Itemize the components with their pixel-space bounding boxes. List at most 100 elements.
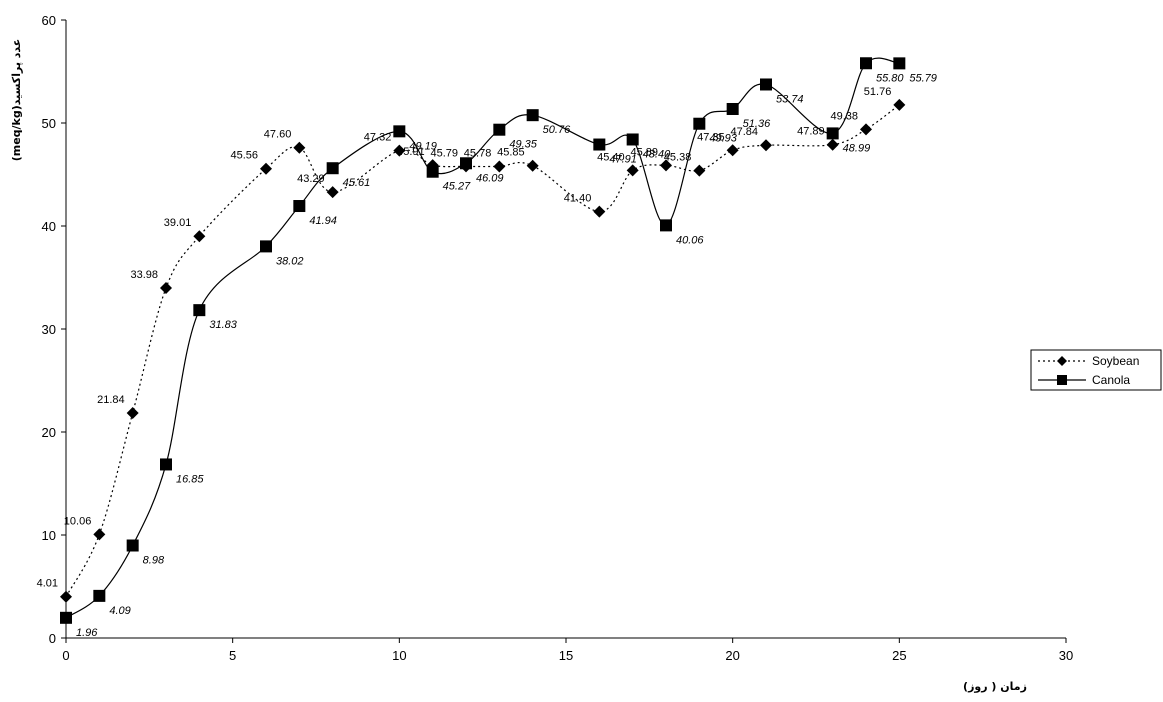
data-label: 45.40: [597, 151, 625, 163]
x-tick-label: 25: [892, 648, 906, 663]
data-label: 31.83: [209, 319, 237, 331]
data-label: 51.36: [743, 118, 771, 130]
data-label: 51.76: [864, 86, 892, 98]
data-point: [860, 57, 872, 70]
series-canola: [60, 57, 906, 624]
data-point: [326, 162, 339, 175]
data-point: [193, 230, 206, 243]
data-point: [260, 240, 272, 253]
data-label: 33.98: [130, 269, 158, 281]
data-label: 45.61: [343, 177, 371, 189]
data-label: 45.79: [430, 147, 458, 159]
data-label: 46.09: [476, 172, 504, 184]
x-tick-label: 30: [1059, 648, 1073, 663]
data-label: 45.56: [230, 150, 258, 162]
data-point: [160, 282, 172, 295]
y-tick-label: 50: [42, 116, 56, 131]
data-point: [393, 125, 406, 138]
data-label: 49.38: [830, 110, 858, 122]
data-label: 4.01: [37, 578, 58, 590]
data-point: [626, 164, 639, 177]
data-label: 10.06: [64, 515, 92, 527]
legend-label: Canola: [1092, 373, 1130, 387]
data-point: [760, 139, 772, 152]
y-tick-label: 40: [42, 219, 56, 234]
data-point: [493, 123, 506, 136]
data-point: [893, 57, 906, 70]
y-ticks: 0 10 20 30 40 50 60: [42, 13, 66, 646]
data-label: 45.89: [630, 146, 658, 158]
data-label: 50.76: [543, 124, 571, 136]
data-point: [826, 138, 839, 151]
data-point: [526, 109, 539, 122]
data-label: 47.91: [609, 154, 637, 166]
data-point: [193, 304, 206, 317]
data-point: [593, 138, 606, 151]
y-tick-label: 0: [49, 631, 56, 646]
legend-label: Soybean: [1092, 354, 1139, 368]
data-point: [760, 78, 772, 91]
data-label: 41.40: [564, 193, 592, 205]
data-label: 49.19: [409, 140, 437, 152]
data-label: 45.85: [497, 147, 525, 159]
x-ticks: 0 5 10 15 20 25 30: [62, 638, 1073, 663]
x-tick-label: 20: [725, 648, 739, 663]
data-label: 45.38: [664, 152, 692, 164]
data-label: 8.98: [143, 555, 165, 567]
data-label: 47.89: [797, 126, 825, 138]
x-tick-label: 15: [559, 648, 573, 663]
data-point: [293, 200, 306, 213]
data-label: 38.02: [276, 255, 304, 267]
data-point: [526, 159, 539, 172]
data-point: [60, 590, 72, 603]
series-line: [65, 57, 900, 619]
data-point: [126, 407, 139, 420]
data-label: 48.40: [643, 148, 671, 160]
data-point: [260, 162, 272, 175]
data-point: [160, 458, 172, 471]
data-point: [626, 133, 639, 146]
data-label: 55.80: [876, 72, 904, 84]
data-label: 48.99: [843, 142, 871, 154]
legend: Soybean Canola: [1030, 349, 1162, 391]
data-label: 47.35: [697, 131, 725, 143]
data-label: 1.96: [76, 627, 98, 639]
data-label: 43.29: [297, 173, 325, 185]
y-tick-label: 20: [42, 425, 56, 440]
data-point: [93, 528, 106, 541]
data-label: 49.93: [709, 133, 737, 145]
y-tick-label: 30: [42, 322, 56, 337]
data-point: [60, 611, 72, 624]
y-tick-label: 60: [42, 13, 56, 28]
data-label: 39.01: [164, 217, 192, 229]
data-point: [393, 144, 406, 157]
data-label: 41.94: [309, 215, 337, 227]
data-label: 47.60: [264, 129, 292, 141]
legend-item-soybean: Soybean: [1038, 354, 1139, 368]
legend-marker: [1057, 356, 1067, 366]
data-label: 53.74: [776, 93, 804, 105]
data-label: 49.35: [509, 139, 537, 151]
data-point: [726, 144, 739, 157]
data-point: [693, 164, 706, 177]
data-labels: 4.01 10.06 21.84 33.98 39.01 45.56 47.60 43.29 4…: [37, 72, 937, 639]
data-label: 47.32: [364, 132, 392, 144]
x-tick-label: 10: [392, 648, 406, 663]
legend-item-canola: Canola: [1038, 373, 1130, 387]
data-point: [493, 160, 506, 173]
x-axis-title: زمان ( روز): [963, 680, 1027, 693]
legend-box: [1030, 349, 1162, 391]
data-point: [860, 123, 872, 136]
data-label: 55.79: [909, 72, 937, 84]
data-label: 47.84: [730, 126, 758, 138]
x-tick-label: 0: [62, 648, 69, 663]
data-label: 45.91: [397, 146, 425, 158]
legend-marker: [1057, 375, 1067, 385]
data-point: [93, 589, 106, 602]
data-point: [293, 141, 306, 154]
x-tick-label: 5: [229, 648, 236, 663]
data-point: [426, 165, 439, 178]
data-label: 16.85: [176, 473, 204, 485]
data-label: 4.09: [109, 605, 130, 617]
data-label: 45.78: [464, 147, 492, 159]
